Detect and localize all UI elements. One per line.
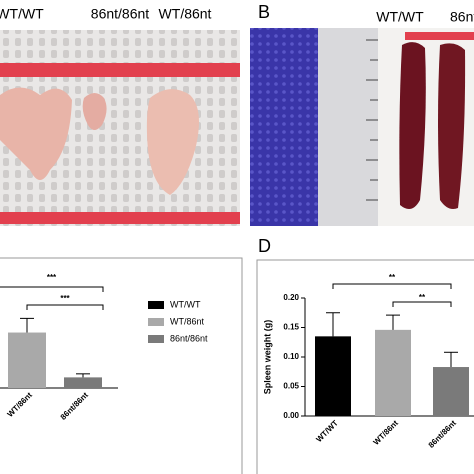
photo-a [0,30,240,226]
x-tick-label: 86nt/86nt [59,390,90,421]
photo-b [250,28,474,226]
legend-swatch [148,301,164,309]
genotype-label: WT/WT [376,9,424,25]
genotype-label: 86nt/ [450,9,474,25]
significance-bracket [0,286,104,292]
bar [375,329,411,416]
significance-bracket [392,301,452,307]
significance-label: ** [389,273,396,282]
y-tick-label: 0.15 [283,323,299,332]
y-tick-label: 0.10 [283,352,299,361]
x-tick-label: WT/86nt [6,390,35,419]
significance-label: *** [60,294,70,303]
genotype-label: WT/WT [0,6,44,22]
x-tick-label: WT/86nt [372,418,401,447]
x-tick-label: 86nt/86nt [427,418,458,449]
significance-bracket [26,304,104,310]
y-tick-label: 0.05 [283,382,299,391]
y-tick-label: 0.00 [283,411,299,420]
legend-label: 86nt/86nt [170,333,208,343]
significance-label: ** [419,293,426,302]
significance-label: *** [47,273,57,282]
legend-swatch [148,335,164,343]
panel-frame [0,257,243,474]
genotype-label: 86nt/86nt [91,6,149,22]
legend-label: WT/WT [170,299,201,309]
bar [8,332,46,388]
significance-bracket [332,283,452,289]
bar [433,367,469,416]
legend-label: WT/86nt [170,316,205,326]
bar [64,377,102,388]
panel-frame [256,259,474,474]
genotype-label: WT/86nt [159,6,212,22]
bar [315,336,351,416]
panel-letter: B [258,2,270,22]
y-tick-label: 0.20 [283,293,299,302]
panel-letter: D [258,236,271,256]
x-tick-label: WT/WT [314,418,340,444]
legend-swatch [148,318,164,326]
y-axis-label: Spleen weight (g) [262,320,272,395]
